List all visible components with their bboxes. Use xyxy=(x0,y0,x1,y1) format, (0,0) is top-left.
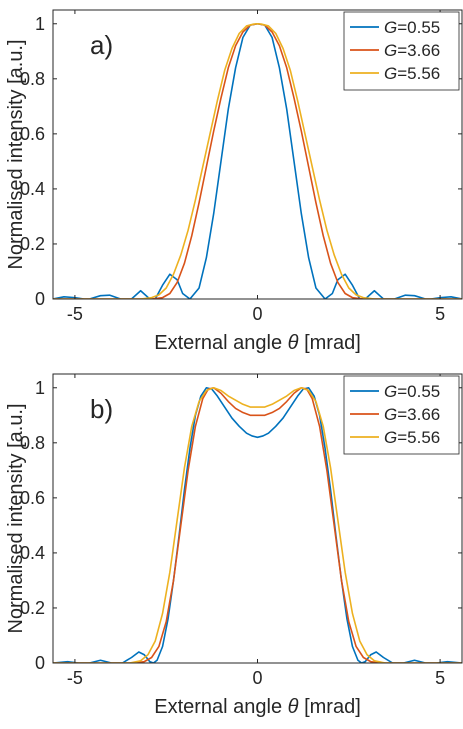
legend-entry-symbol: G xyxy=(384,41,397,60)
x-tick-label: 5 xyxy=(435,304,445,324)
legend-entry: G=5.56 xyxy=(384,64,440,83)
x-axis-title-symbol: θ xyxy=(288,332,299,354)
y-axis-title: Normalised intensity [a.u.] xyxy=(5,403,27,633)
y-tick-label: 0.6 xyxy=(20,488,45,508)
chart-panel-b: 0 0.2 0.4 0.6 0.8 1 -5 0 5 External angle θ [mrad… xyxy=(5,373,463,718)
x-tick-label: 0 xyxy=(252,668,262,688)
series-lines xyxy=(53,386,462,663)
x-tick-label: -5 xyxy=(67,304,83,324)
legend-entry-symbol: G xyxy=(384,382,397,401)
y-tick-label: 0.4 xyxy=(20,179,45,199)
legend-entry-value: =3.66 xyxy=(397,405,440,424)
x-tick-label: 0 xyxy=(252,304,262,324)
legend-entry-value: =5.56 xyxy=(397,64,440,83)
legend-entry: G=5.56 xyxy=(384,428,440,447)
legend-entry-symbol: G xyxy=(384,405,397,424)
y-tick-label: 0.8 xyxy=(20,433,45,453)
chart-panel-a: 0 0.2 0.4 0.6 0.8 1 -5 0 5 External angle θ [mrad… xyxy=(5,9,463,354)
x-axis-title-text: External angle xyxy=(154,332,287,354)
series-lines xyxy=(53,22,462,299)
legend-box xyxy=(343,11,460,91)
series-line-g-5-56 xyxy=(53,386,462,663)
y-tick-label: 0 xyxy=(35,653,45,673)
legend-entry: G=3.66 xyxy=(384,41,440,60)
legend-entry-symbol: G xyxy=(384,18,397,37)
y-tick-label: 1 xyxy=(35,14,45,34)
x-tick-label: -5 xyxy=(67,668,83,688)
x-axis-title: External angle θ [mrad] xyxy=(154,332,361,354)
y-tick-label: 0.8 xyxy=(20,69,45,89)
panel-label: b) xyxy=(90,394,113,424)
x-axis-title-text: External angle xyxy=(154,696,287,718)
y-tick-label: 1 xyxy=(35,378,45,398)
y-axis-title: Normalised intensity [a.u.] xyxy=(5,39,27,269)
legend-entry: G=3.66 xyxy=(384,405,440,424)
series-line-g-5-56 xyxy=(53,22,462,299)
y-tick-label: 0.4 xyxy=(20,543,45,563)
y-tick-label: 0.2 xyxy=(20,234,45,254)
legend-entry-value: =0.55 xyxy=(397,382,440,401)
legend-entry-value: =5.56 xyxy=(397,428,440,447)
x-axis-title-unit: [mrad] xyxy=(299,696,361,718)
legend-box xyxy=(343,375,460,455)
legend-entry-value: =0.55 xyxy=(397,18,440,37)
legend-entry: G=0.55 xyxy=(384,18,440,37)
legend-entry-symbol: G xyxy=(384,428,397,447)
x-tick-label: 5 xyxy=(435,668,445,688)
y-tick-label: 0.2 xyxy=(20,598,45,618)
x-axis-title: External angle θ [mrad] xyxy=(154,696,361,718)
y-tick-label: 0 xyxy=(35,289,45,309)
panel-label: a) xyxy=(90,30,113,60)
x-axis-title-unit: [mrad] xyxy=(299,332,361,354)
x-axis-title-symbol: θ xyxy=(288,696,299,718)
legend-entry-value: =3.66 xyxy=(397,41,440,60)
legend-entry: G=0.55 xyxy=(384,382,440,401)
series-line-g-3-66 xyxy=(53,386,462,663)
y-tick-label: 0.6 xyxy=(20,124,45,144)
legend-entry-symbol: G xyxy=(384,64,397,83)
